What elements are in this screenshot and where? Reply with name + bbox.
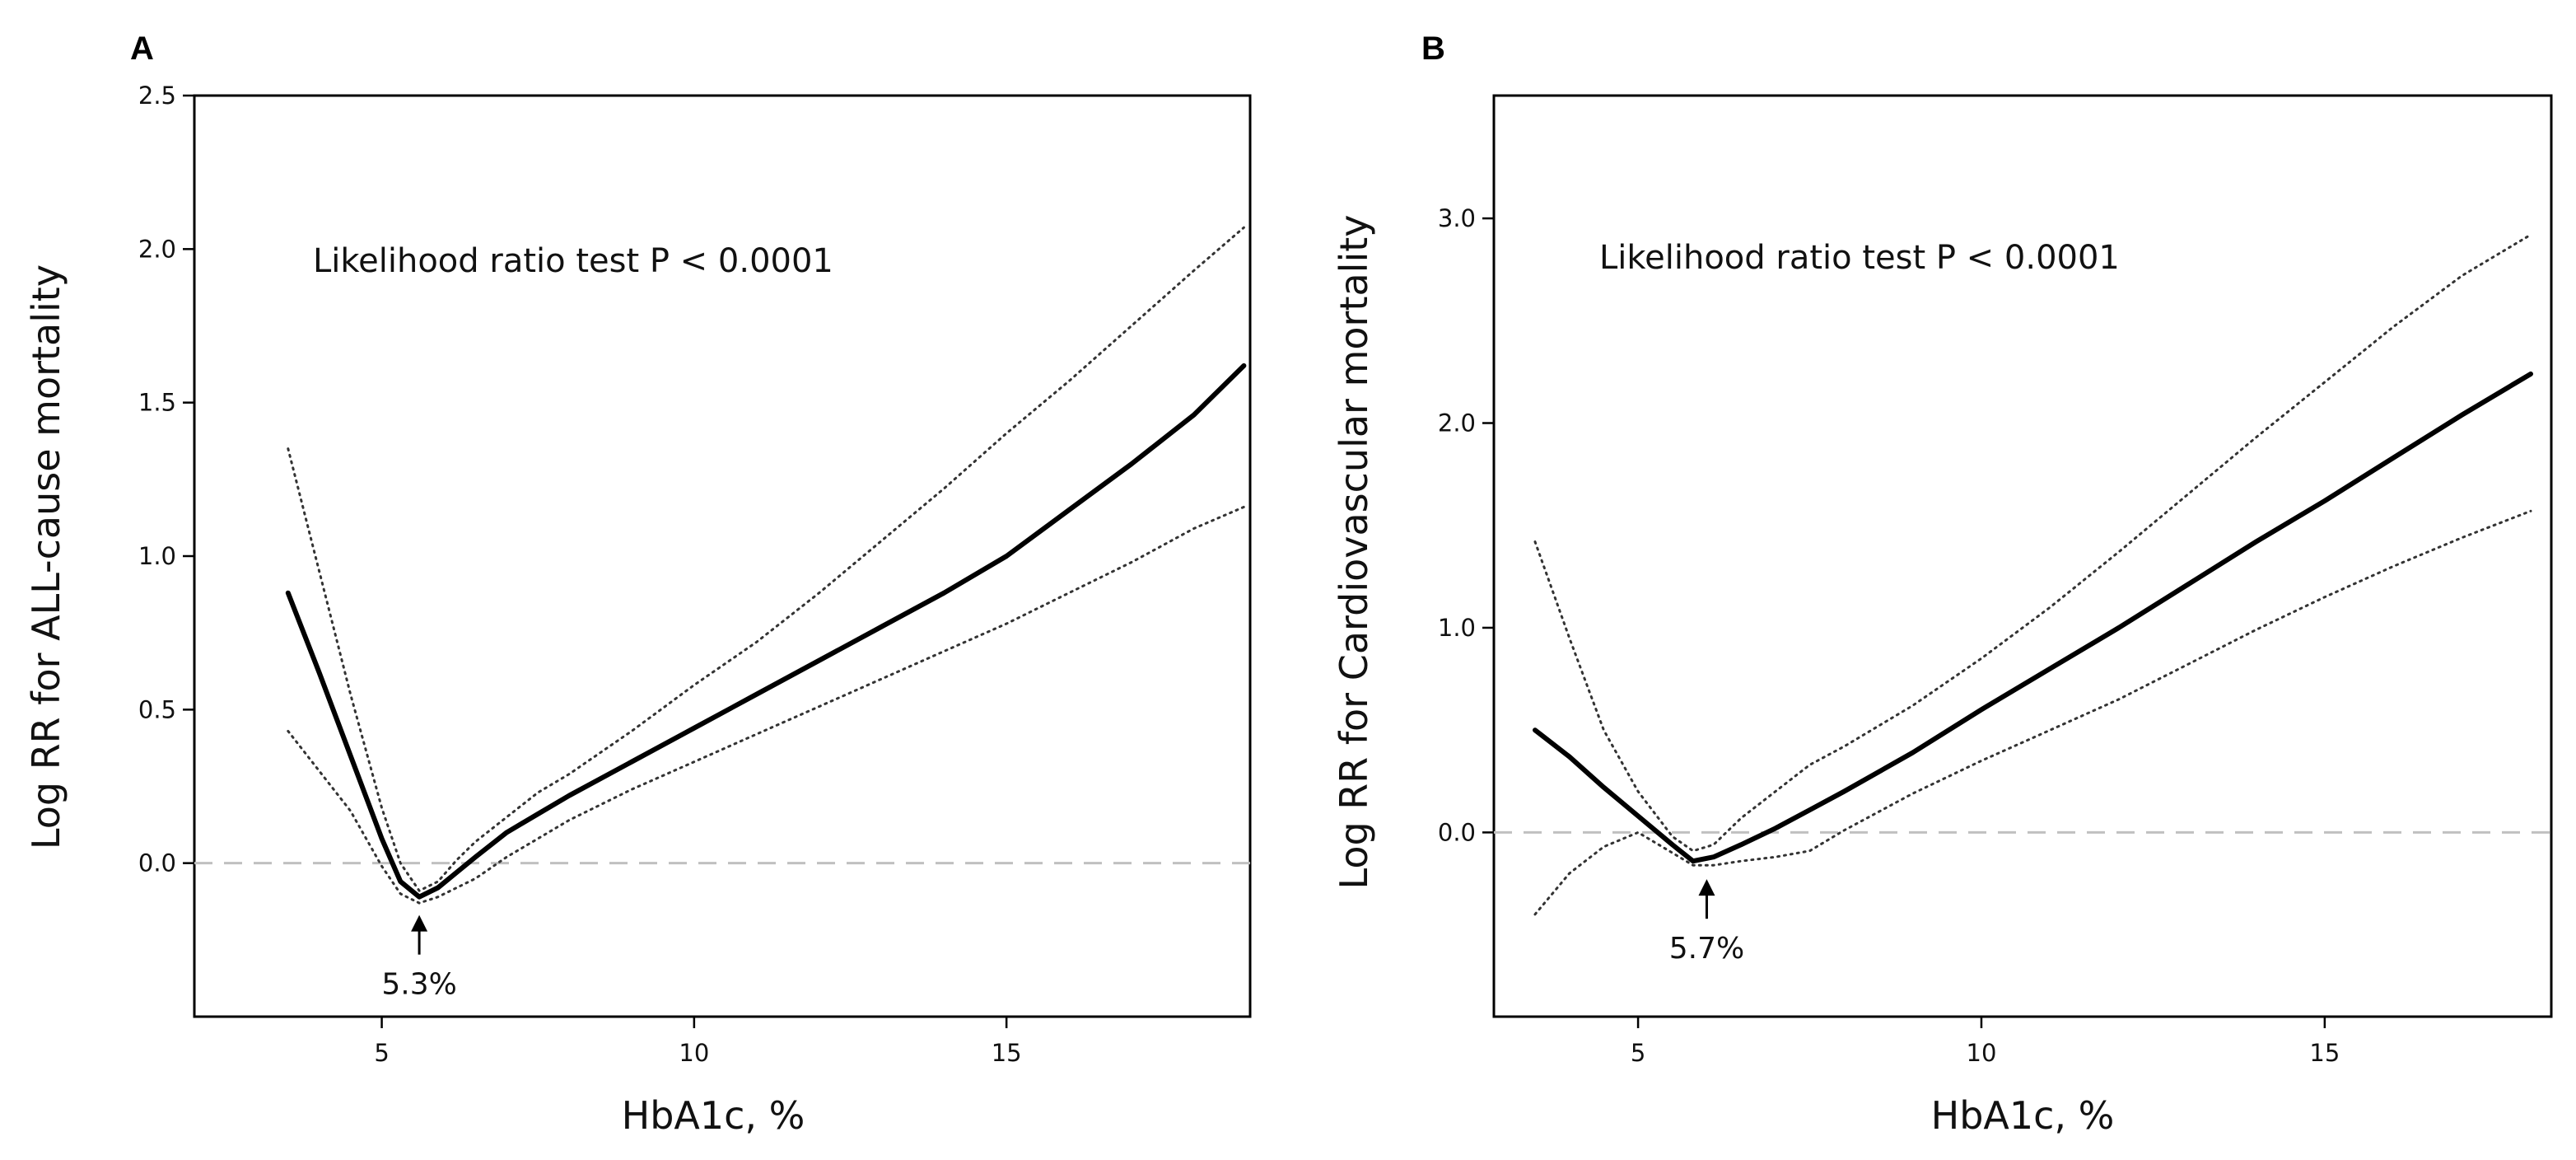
panel-b-x-tick-label: 5 <box>1631 1039 1645 1067</box>
panel-b-x-axis-title: HbA1c, % <box>1931 1093 2115 1138</box>
panel-a-y-axis-title: Log RR for ALL-cause mortality <box>24 264 68 849</box>
panel-a-lower-ci-line <box>287 505 1245 905</box>
panel-b-marker-arrow-head <box>1698 879 1715 896</box>
panel-a-y-tick-label: 0.5 <box>138 695 176 723</box>
panel-b-plot-frame <box>1492 94 2553 1018</box>
panel-b-x-tick-label: 10 <box>1967 1039 1997 1067</box>
panel-b-plot: 5 10 15 0.0 1.0 2.0 3.0 5.7% <box>1438 94 2553 1067</box>
panel-b-marker-label: 5.7% <box>1669 932 1744 966</box>
panel-a-x-tick-label: 5 <box>374 1039 389 1067</box>
panel-a-y-tick-label: 2.0 <box>138 235 176 263</box>
panel-b-y-axis-title: Log RR for Cardiovascular mortality <box>1332 215 1376 890</box>
panel-b-y-tick-label: 1.0 <box>1438 614 1476 642</box>
panel-a-estimate-line <box>285 362 1247 900</box>
panel-a-marker-arrow-head <box>411 914 428 932</box>
panel-a-y-tick-label: 1.5 <box>138 389 176 417</box>
panel-b-y-tick-label: 3.0 <box>1438 204 1476 232</box>
panel-b-y-tick-label: 0.0 <box>1438 818 1476 846</box>
panel-b-x-tick-label: 15 <box>2309 1039 2340 1067</box>
panel-a-x-axis-title: HbA1c, % <box>622 1093 805 1138</box>
panel-b-letter: B <box>1421 30 1445 67</box>
panel-a-x-tick-label: 10 <box>679 1039 709 1067</box>
panel-a: A 5 10 15 0.0 0.5 1.0 1.5 2.0 2.5 5.3% Likelihood… <box>24 30 1252 1138</box>
panel-a-letter: A <box>130 30 154 67</box>
panel-b-likelihood-annotation: Likelihood ratio test P < 0.0001 <box>1599 239 2120 277</box>
panel-a-likelihood-annotation: Likelihood ratio test P < 0.0001 <box>313 242 833 280</box>
panel-a-plot: 5 10 15 0.0 0.5 1.0 1.5 2.0 2.5 5.3% <box>138 82 1252 1067</box>
panel-b-y-tick-label: 2.0 <box>1438 409 1476 437</box>
panel-b-estimate-line <box>1533 371 2533 864</box>
panel-a-y-tick-label: 1.0 <box>138 542 176 570</box>
panel-a-x-tick-label: 15 <box>992 1039 1022 1067</box>
panel-b-lower-ci-line <box>1533 509 2532 916</box>
panel-a-y-tick-label: 2.5 <box>138 82 176 110</box>
panel-a-marker-label: 5.3% <box>381 968 456 1002</box>
panel-a-y-tick-label: 0.0 <box>138 849 176 877</box>
panel-b-upper-ci-line <box>1533 233 2532 853</box>
panel-a-upper-ci-line <box>287 226 1245 892</box>
panel-b: B 5 10 15 0.0 1.0 2.0 3.0 5.7% Likelihood ratio… <box>1332 30 2553 1138</box>
